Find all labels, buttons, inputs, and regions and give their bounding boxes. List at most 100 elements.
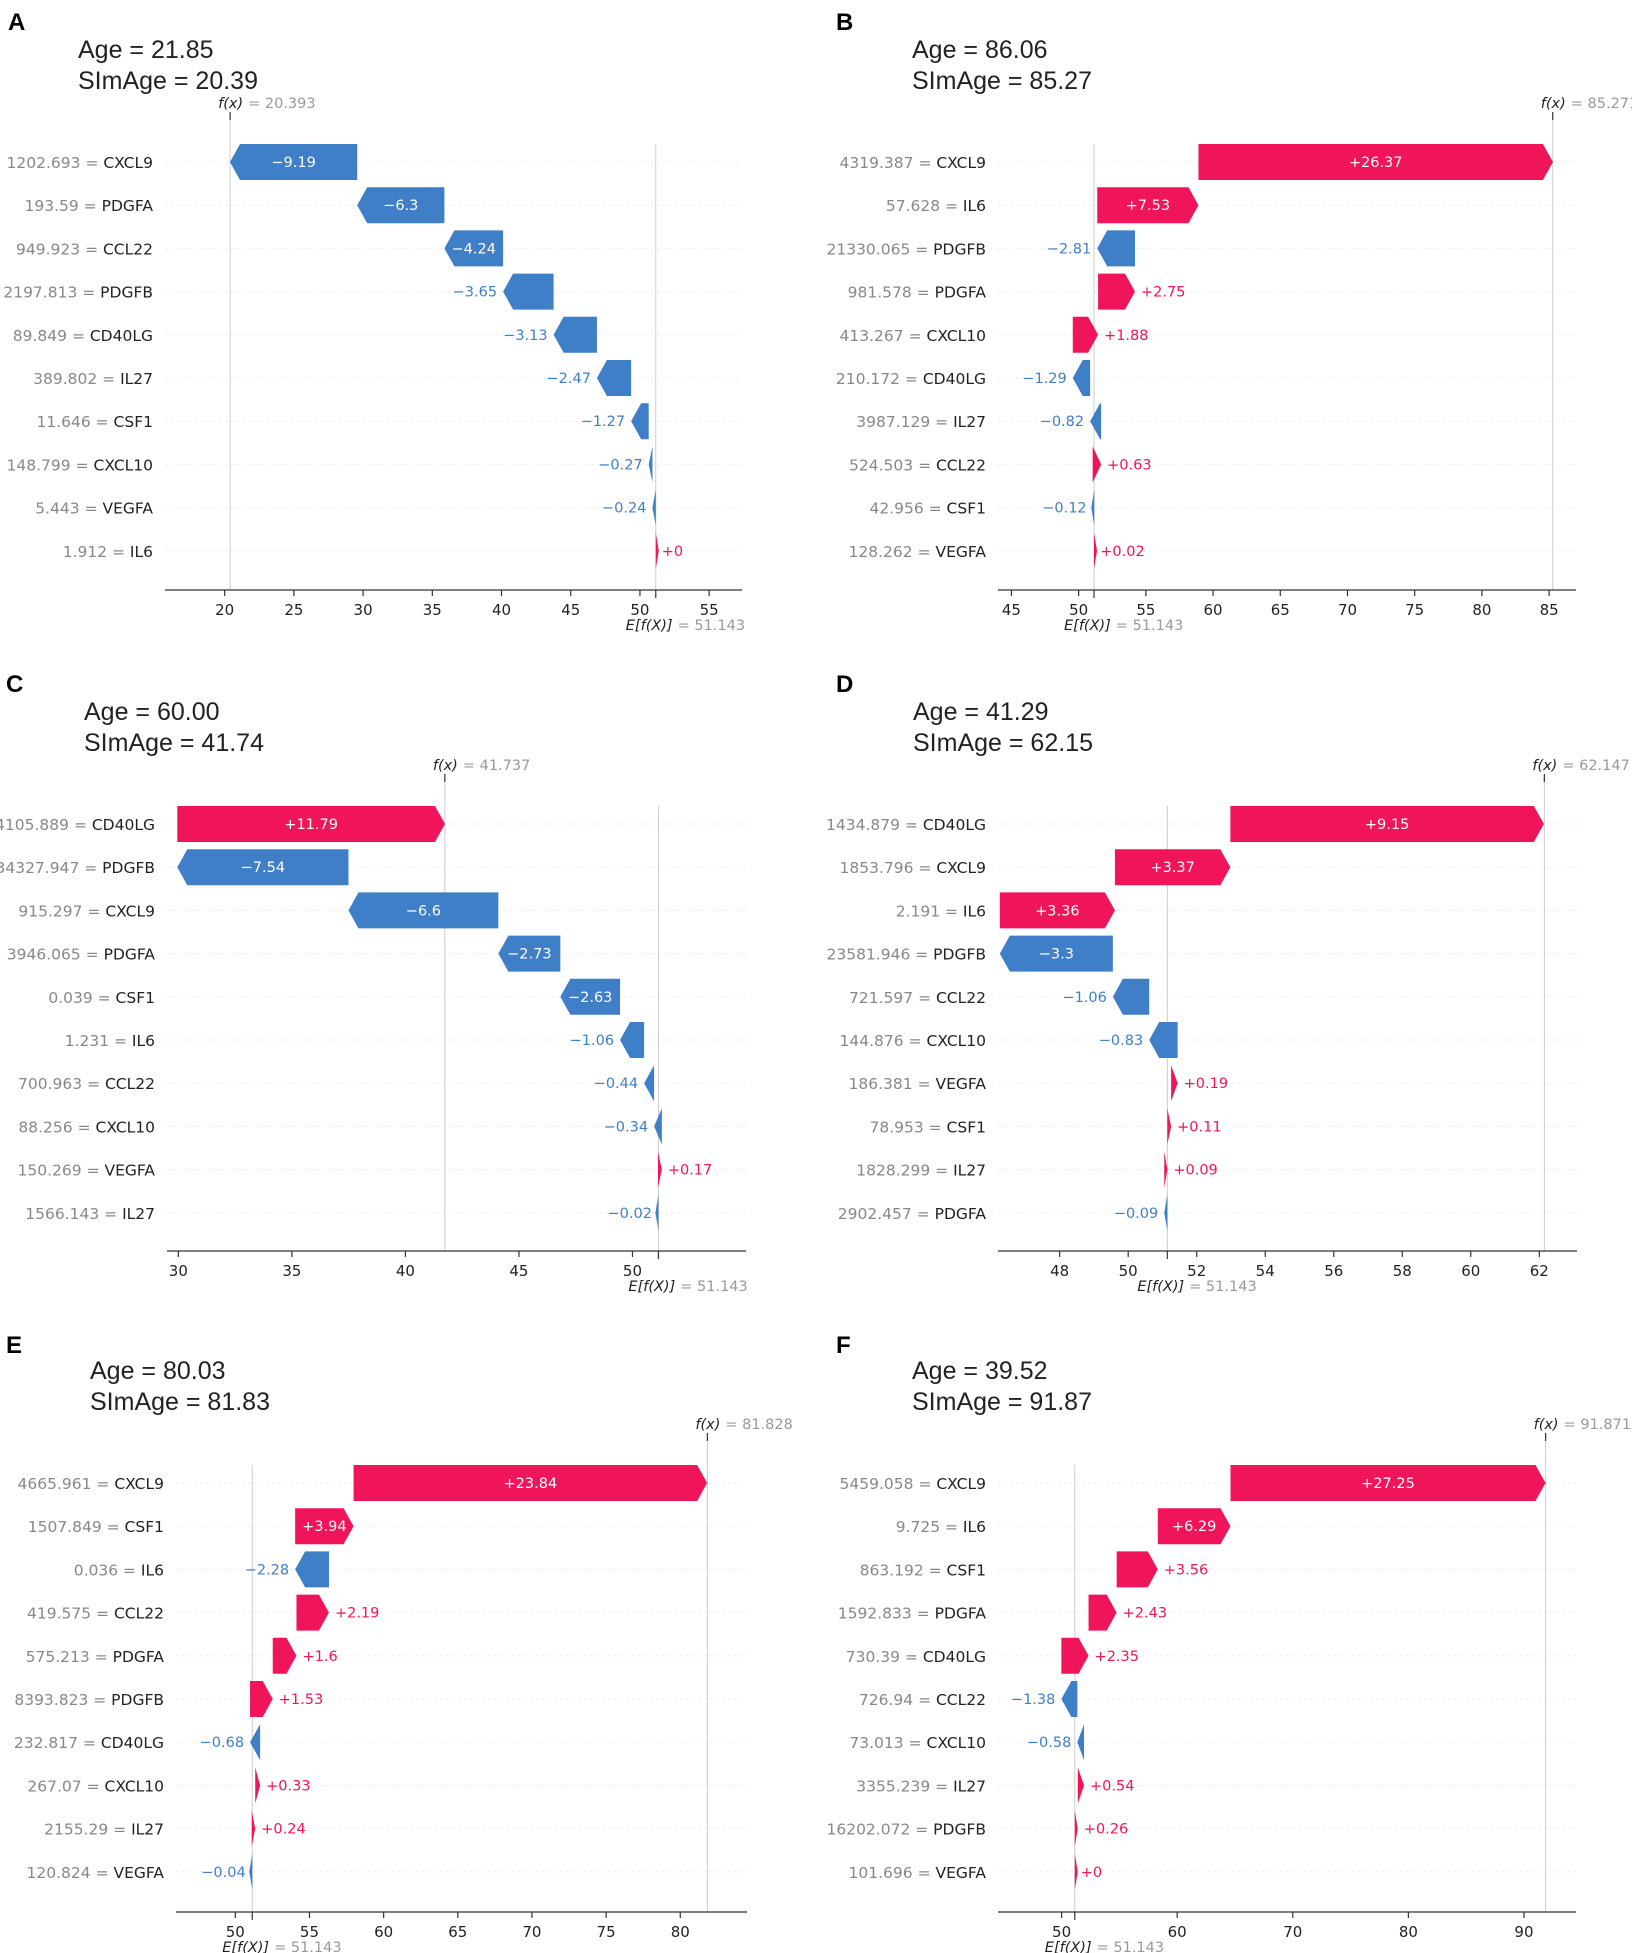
feature-name: VEGFA	[935, 1075, 986, 1093]
feature-equals: =	[912, 1205, 935, 1223]
panel-f: F Age = 39.52 SImAge = 91.87 f(x) = 91.871 E[…	[826, 1332, 1631, 1953]
feature-value: 148.799	[7, 456, 71, 474]
feature-value: 3987.129	[856, 413, 930, 431]
feature-name: CXCL9	[936, 1475, 986, 1493]
feature-label: 73.013 = CXCL10	[849, 1734, 986, 1752]
x-tick-label: 60	[1461, 1262, 1480, 1280]
feature-label: 78.953 = CSF1	[869, 1118, 986, 1136]
feature-label: 1566.143 = IL27	[25, 1205, 155, 1223]
x-tick-label: 56	[1324, 1262, 1343, 1280]
feature-label: 34327.947 = PDGFB	[0, 859, 155, 877]
panel-d: D Age = 41.29 SImAge = 62.15 f(x) = 62.147 E[…	[826, 671, 1630, 1295]
x-tick-label: 30	[354, 601, 373, 619]
feature-value: 1434.879	[826, 816, 900, 834]
feature-name: CXCL10	[94, 456, 154, 474]
feature-equals: =	[914, 1475, 937, 1493]
panel-title-line: Age = 86.06	[912, 36, 1048, 64]
bar-value-label: +1.6	[302, 1649, 337, 1665]
bar-value-label: −3.65	[453, 285, 497, 301]
feature-equals: =	[91, 413, 114, 431]
feature-value: 2197.813	[3, 284, 77, 302]
feature-name: CXCL10	[96, 1118, 156, 1136]
feature-label: 186.381 = VEGFA	[849, 1075, 987, 1093]
feature-label: 2.191 = IL6	[896, 902, 986, 920]
fx-label-value: = 41.737	[463, 758, 531, 774]
bar-value-label: −0.09	[1114, 1206, 1158, 1222]
bar-cxcl10	[255, 1767, 261, 1804]
feature-value: 1828.299	[856, 1162, 930, 1180]
feature-label: 210.172 = CD40LG	[836, 370, 986, 388]
feature-equals: =	[82, 1075, 105, 1093]
feature-label: 9.725 = IL6	[896, 1518, 986, 1536]
bar-il27	[1164, 1151, 1168, 1188]
x-tick-label: 40	[396, 1262, 415, 1280]
bar-value-label: +7.53	[1126, 198, 1170, 214]
panel-title-line: Age = 39.52	[912, 1357, 1048, 1385]
bar-pdgfb	[503, 273, 554, 310]
x-tick-label: 70	[1338, 601, 1357, 619]
x-tick-label: 50	[623, 1262, 642, 1280]
bar-cxcl10	[648, 446, 653, 483]
feature-equals: =	[900, 370, 923, 388]
fx-label-name: f(x)	[1541, 96, 1566, 112]
feature-label: 0.039 = CSF1	[48, 989, 155, 1007]
bar-value-label: +0.02	[1100, 544, 1144, 560]
feature-label: 144.876 = CXCL10	[840, 1032, 986, 1050]
panel-title-line: SImAge = 41.74	[84, 729, 264, 757]
bar-value-label: +26.37	[1349, 155, 1403, 171]
feature-value: 23581.946	[826, 946, 910, 964]
feature-equals: =	[79, 197, 102, 215]
panel-title-line: Age = 41.29	[913, 698, 1049, 726]
feature-value: 267.07	[27, 1777, 81, 1795]
feature-label: 5.443 = VEGFA	[35, 500, 153, 518]
fx-label-value: = 91.871	[1564, 1417, 1632, 1433]
fx-label-name: f(x)	[1532, 758, 1557, 774]
feature-label: 2155.29 = IL27	[44, 1821, 164, 1839]
feature-value: 89.849	[13, 327, 67, 345]
feature-equals: =	[930, 1777, 953, 1795]
feature-equals: =	[910, 240, 933, 258]
feature-name: CCL22	[105, 1075, 155, 1093]
feature-equals: =	[81, 154, 104, 172]
x-tick-label: 20	[215, 601, 234, 619]
bar-value-label: +3.94	[302, 1519, 346, 1535]
feature-value: 389.802	[33, 370, 97, 388]
bar-cxcl9	[353, 1465, 708, 1501]
feature-equals: =	[940, 902, 963, 920]
feature-value: 721.597	[849, 989, 913, 1007]
fx-label-name: f(x)	[1534, 1417, 1559, 1433]
feature-label: 721.597 = CCL22	[849, 989, 986, 1007]
bar-value-label: −0.27	[598, 457, 642, 473]
feature-equals: =	[914, 154, 937, 172]
bar-value-label: −1.06	[570, 1033, 614, 1049]
feature-equals: =	[80, 500, 103, 518]
panel-title-line: SImAge = 85.27	[912, 67, 1092, 95]
panel-letter: D	[836, 671, 853, 698]
x-tick-label: 50	[1119, 1262, 1138, 1280]
feature-label: 730.39 = CD40LG	[846, 1648, 986, 1666]
x-tick-label: 58	[1393, 1262, 1412, 1280]
feature-label: 148.799 = CXCL10	[7, 456, 153, 474]
feature-equals: =	[99, 1205, 122, 1223]
bar-vegfa	[657, 1151, 662, 1188]
efx-label: E[f(X)] = 51.143	[626, 618, 745, 634]
bar-value-label: +0.33	[266, 1778, 310, 1794]
feature-equals: =	[913, 1864, 936, 1882]
feature-label: 389.802 = IL27	[33, 370, 153, 388]
bar-cxcl9	[1198, 144, 1553, 180]
bar-pdgfa	[1088, 1594, 1117, 1631]
feature-label: 21330.065 = PDGFB	[826, 240, 986, 258]
feature-name: CSF1	[947, 500, 986, 518]
bar-cxcl10	[1072, 316, 1099, 353]
bar-value-label: −2.73	[507, 947, 551, 963]
feature-label: 726.94 = CCL22	[859, 1691, 986, 1709]
feature-label: 419.575 = CCL22	[27, 1605, 164, 1623]
feature-label: 16202.072 = PDGFB	[826, 1821, 986, 1839]
bar-il27	[655, 1194, 659, 1231]
feature-value: 949.923	[16, 240, 80, 258]
bar-value-label: −7.54	[241, 860, 285, 876]
feature-value: 981.578	[848, 284, 912, 302]
feature-equals: =	[97, 370, 120, 388]
x-tick-label: 55	[700, 601, 719, 619]
x-tick-label: 70	[1283, 1923, 1302, 1941]
